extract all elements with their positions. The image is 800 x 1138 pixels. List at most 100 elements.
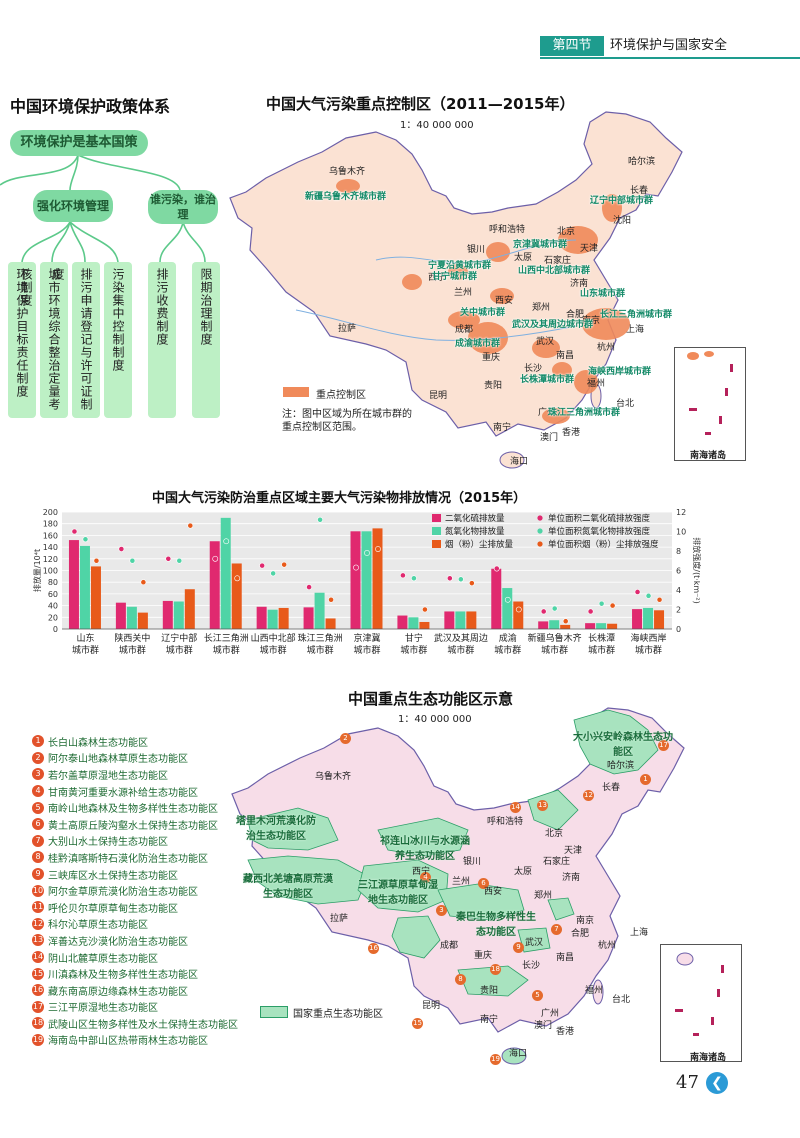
bar: [303, 607, 314, 629]
eco-zone-item: 3 若尔盖草原湿地生态功能区: [32, 766, 238, 783]
eco-zone-list: 1 长白山森林生态功能区 2 阿尔泰山地森林草原生态功能区 3 若尔盖草原湿地生态功能区 4…: [32, 733, 238, 1048]
eco-zone-number: 7: [32, 834, 44, 847]
map2-city: 长沙: [522, 961, 541, 971]
eco-zone-name: 长白山森林生态功能区: [48, 737, 148, 749]
category-label: 武汉及其周边: [434, 632, 488, 644]
eco-zone-name: 桂黔滇喀斯特石漠化防治生态功能区: [48, 853, 208, 865]
map1-region: 武汉及其周边城市群: [512, 320, 594, 330]
legend-marker: [537, 528, 543, 534]
next-page-icon[interactable]: ❮: [706, 1072, 728, 1094]
map1-legend-swatch: [283, 387, 309, 397]
y-tick-label: 80: [48, 578, 58, 587]
bar: [325, 618, 336, 629]
map2-city: 兰州: [452, 877, 471, 887]
map2-city: 济南: [562, 873, 581, 883]
bar: [632, 609, 643, 629]
eco-zone-name: 阿尔泰山地森林草原生态功能区: [48, 754, 188, 766]
eco-zone-item: 19 海南岛中部山区热带雨林生态功能区: [32, 1032, 238, 1049]
intensity-point: [656, 596, 663, 603]
intensity-point: [353, 564, 359, 571]
map2-city: 天津: [564, 846, 583, 856]
intensity-point: [259, 562, 266, 569]
y-tick-label: 180: [43, 520, 58, 529]
intensity-point: [411, 575, 417, 582]
map2-legend-swatch: [260, 1006, 288, 1018]
eco-zone-number: 9: [32, 868, 44, 881]
policy-leaf-3: 排污申请登记与许可证制度: [51, 262, 100, 418]
intensity-point: [165, 555, 172, 562]
map1-city: 哈尔滨: [628, 157, 656, 167]
intensity-point: [422, 606, 428, 613]
map1-city: 贵阳: [484, 381, 503, 391]
intensity-point: [446, 575, 453, 582]
category-label: 甘宁: [405, 632, 423, 644]
policy-title: 中国环境保护政策体系: [10, 97, 171, 116]
map2-city: 海口: [509, 1049, 528, 1059]
map2-zone-label: 大小兴安岭森林生态功能区: [573, 732, 673, 758]
map1-city: 香港: [562, 428, 581, 438]
bar: [560, 624, 571, 629]
eco-zone-name: 藏东南高原边缘森林生态功能区: [48, 986, 188, 998]
eco-zone-name: 武陵山区生物多样性及水土保持生态功能区: [48, 1019, 238, 1031]
intensity-point: [140, 579, 147, 586]
bar: [137, 612, 148, 629]
legend-marker: [537, 515, 543, 521]
eco-zone-name: 阿尔金草原荒漠化防治生态功能区: [48, 887, 198, 899]
map1-city: 福州: [587, 379, 606, 389]
policy-connectors: [0, 154, 206, 263]
eco-zone-item: 12 科尔沁草原生态功能区: [32, 916, 238, 933]
intensity-point: [562, 618, 569, 625]
intensity-point: [493, 565, 500, 572]
map1-scale: 1：40 000 000: [400, 120, 474, 131]
category-label: 山东: [76, 632, 94, 644]
eco-zone-number: 17: [32, 1000, 44, 1013]
y2-tick-label: 0: [676, 625, 681, 634]
category-label: 成渝: [499, 632, 517, 644]
map1-city: 拉萨: [338, 324, 357, 334]
eco-zone-item: 11 呼伦贝尔草原草甸生态功能区: [32, 899, 238, 916]
legend-label: 单位面积氮氧化物排放强度: [548, 526, 651, 537]
eco-zone-number: 4: [32, 785, 44, 798]
map1-note: 注：图中区域为所在城市群的重点控制区范围。: [282, 409, 412, 433]
bar: [513, 601, 524, 629]
eco-zone-item: 15 川滇森林及生物多样性生态功能区: [32, 965, 238, 982]
eco-zone-name: 三江平原湿地生态功能区: [48, 1003, 158, 1015]
map1-title: 中国大气污染重点控制区（2011—2015年）: [266, 95, 575, 113]
eco-zone-item: 2 阿尔泰山地森林草原生态功能区: [32, 750, 238, 767]
eco-zone-item: 17 三江平原湿地生态功能区: [32, 999, 238, 1016]
map2-city: 福州: [585, 986, 604, 996]
y-tick-label: 60: [48, 590, 58, 599]
map2-zone-marker: 13: [537, 800, 548, 811]
intensity-point: [317, 516, 323, 523]
intensity-point: [212, 555, 219, 562]
intensity-point: [187, 522, 194, 529]
map2-china-outline: [231, 707, 685, 1065]
eco-zone-item: 16 藏东南高原边缘森林生态功能区: [32, 982, 238, 999]
category-label: 珠江三角洲: [298, 632, 343, 644]
map2-city: 北京: [545, 829, 564, 839]
eco-zone-name: 大别山水土保持生态功能区: [48, 837, 168, 849]
intensity-point: [375, 546, 381, 552]
bar: [538, 621, 549, 629]
intensity-point: [234, 575, 241, 582]
map1-inset: [674, 347, 746, 461]
eco-zone-name: 甘南黄河重要水源补给生态功能区: [48, 787, 198, 799]
bar: [643, 607, 654, 629]
bar: [502, 588, 513, 629]
policy-root: 环境保护是基本国策: [10, 130, 148, 156]
map2-legend-label: 国家重点生态功能区: [293, 1009, 383, 1020]
map2-city: 武汉: [525, 938, 544, 948]
bar: [231, 563, 242, 629]
map1-city: 台北: [616, 399, 635, 409]
intensity-point: [176, 557, 183, 564]
intensity-point: [364, 550, 370, 556]
map2-zone-marker: 19: [490, 1054, 501, 1065]
map1-legend-label: 重点控制区: [316, 390, 366, 401]
map1-region: 山东城市群: [580, 289, 626, 299]
map1-city: 西安: [495, 296, 514, 306]
eco-zone-number: 11: [32, 901, 44, 914]
map1-region: 关中城市群: [460, 308, 506, 318]
bar: [491, 568, 502, 629]
eco-zone-item: 9 三峡库区水土保持生态功能区: [32, 866, 238, 883]
bar: [278, 607, 289, 629]
